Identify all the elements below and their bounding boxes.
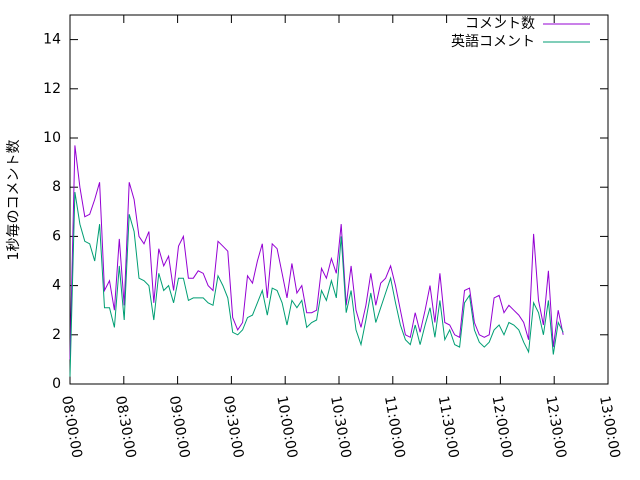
y-tick-label: 0 bbox=[52, 376, 61, 392]
y-tick-label: 4 bbox=[52, 278, 61, 294]
x-tick-label: 10:00:00 bbox=[273, 395, 300, 460]
x-tick-label: 11:30:00 bbox=[435, 395, 462, 460]
plot-frame bbox=[69, 14, 609, 385]
series-line bbox=[69, 145, 564, 360]
y-tick-label: 8 bbox=[52, 179, 61, 195]
y-tick-label: 10 bbox=[43, 130, 61, 146]
y-tick-label: 14 bbox=[43, 32, 61, 48]
x-tick-label: 09:30:00 bbox=[220, 395, 247, 460]
x-tick-label: 12:30:00 bbox=[542, 395, 569, 460]
x-tick-label: 09:00:00 bbox=[166, 395, 193, 460]
legend-label: コメント数 bbox=[465, 16, 535, 32]
x-tick-label: 10:30:00 bbox=[327, 395, 354, 460]
y-tick-label: 2 bbox=[52, 327, 61, 343]
y-tick-label: 12 bbox=[43, 81, 61, 97]
x-tick-label: 08:30:00 bbox=[112, 395, 139, 460]
legend-label: 英語コメント bbox=[451, 33, 535, 50]
x-tick-label: 08:00:00 bbox=[58, 395, 85, 460]
x-tick-label: 13:00:00 bbox=[596, 395, 623, 460]
x-tick-label: 11:00:00 bbox=[381, 395, 408, 460]
y-axis-label: 1秒毎のコメント数 bbox=[6, 140, 22, 261]
y-tick-label: 6 bbox=[52, 228, 61, 244]
series-line bbox=[69, 192, 564, 377]
x-tick-label: 12:00:00 bbox=[489, 395, 516, 460]
